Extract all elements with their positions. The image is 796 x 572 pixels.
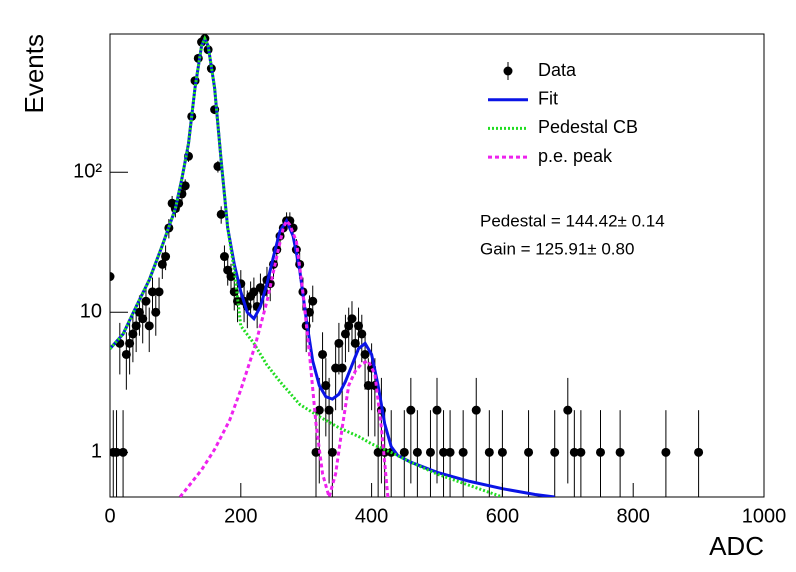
legend-label: Data bbox=[538, 60, 577, 80]
data-point bbox=[141, 296, 151, 306]
data-point bbox=[569, 447, 579, 457]
legend-label: Fit bbox=[538, 88, 558, 108]
data-point bbox=[399, 447, 409, 457]
x-tick-label: 400 bbox=[355, 505, 388, 527]
x-tick-label: 800 bbox=[617, 505, 650, 527]
data-point bbox=[363, 381, 373, 391]
data-point bbox=[324, 405, 334, 415]
x-tick-label: 600 bbox=[486, 505, 519, 527]
data-point bbox=[144, 321, 154, 331]
data-point bbox=[249, 287, 259, 297]
y-tick-label: 1 bbox=[91, 441, 102, 463]
data-point bbox=[148, 287, 158, 297]
data-point bbox=[125, 338, 135, 348]
data-point bbox=[497, 447, 507, 457]
data-point bbox=[318, 349, 328, 359]
data-point bbox=[615, 447, 625, 457]
data-point bbox=[661, 447, 671, 457]
data-point bbox=[219, 252, 229, 262]
data-point bbox=[596, 447, 605, 457]
data-point bbox=[229, 287, 239, 297]
x-tick-label: 0 bbox=[104, 505, 115, 527]
data-point bbox=[121, 349, 131, 359]
data-point bbox=[304, 307, 314, 317]
data-point bbox=[161, 252, 171, 262]
data-point bbox=[694, 447, 704, 457]
data-point bbox=[445, 447, 455, 457]
data-point bbox=[308, 296, 318, 306]
data-point bbox=[180, 181, 190, 191]
data-point bbox=[321, 381, 331, 391]
data-point bbox=[373, 447, 383, 457]
data-point bbox=[131, 321, 141, 331]
legend-label: Pedestal CB bbox=[538, 117, 638, 137]
x-tick-label: 1000 bbox=[742, 505, 787, 527]
y-tick-label: 10 bbox=[80, 301, 102, 323]
data-point bbox=[334, 338, 344, 348]
data-point bbox=[151, 307, 161, 317]
data-point bbox=[412, 447, 422, 457]
data-point bbox=[154, 287, 164, 297]
data-point bbox=[344, 321, 354, 331]
data-point bbox=[524, 447, 534, 457]
data-point bbox=[216, 209, 226, 219]
data-point bbox=[354, 321, 364, 331]
data-point bbox=[128, 329, 138, 339]
data-point bbox=[471, 405, 481, 415]
fit-curve bbox=[110, 34, 555, 497]
data-point bbox=[484, 447, 494, 457]
data-point bbox=[226, 272, 236, 282]
fit-curve bbox=[178, 217, 390, 497]
y-tick-label: 10² bbox=[73, 160, 102, 182]
data-point bbox=[347, 314, 357, 324]
data-point bbox=[327, 447, 337, 457]
legend-marker bbox=[503, 66, 513, 76]
data-point bbox=[350, 338, 360, 348]
data-point bbox=[138, 314, 148, 324]
data-point bbox=[425, 447, 435, 457]
data-point bbox=[563, 405, 573, 415]
y-axis-label: Events bbox=[19, 34, 49, 114]
data-point bbox=[432, 405, 442, 415]
data-point bbox=[439, 447, 449, 457]
data-point bbox=[331, 363, 341, 373]
annotation: Gain = 125.91± 0.80 bbox=[480, 239, 634, 258]
data-point bbox=[337, 363, 347, 373]
x-tick-label: 200 bbox=[224, 505, 257, 527]
data-point bbox=[458, 447, 468, 457]
data-point bbox=[340, 329, 350, 339]
data-point bbox=[157, 259, 167, 269]
data-point bbox=[314, 405, 324, 415]
legend-label: p.e. peak bbox=[538, 146, 613, 166]
plot-area bbox=[110, 34, 704, 497]
x-axis-label: ADC bbox=[709, 531, 764, 561]
fit-curve bbox=[110, 34, 503, 497]
data-point bbox=[576, 447, 586, 457]
data-point bbox=[360, 349, 370, 359]
data-point bbox=[550, 447, 560, 457]
data-point bbox=[110, 272, 115, 282]
data-point bbox=[406, 405, 416, 415]
data-point bbox=[357, 329, 367, 339]
annotation: Pedestal = 144.42± 0.14 bbox=[480, 211, 665, 230]
